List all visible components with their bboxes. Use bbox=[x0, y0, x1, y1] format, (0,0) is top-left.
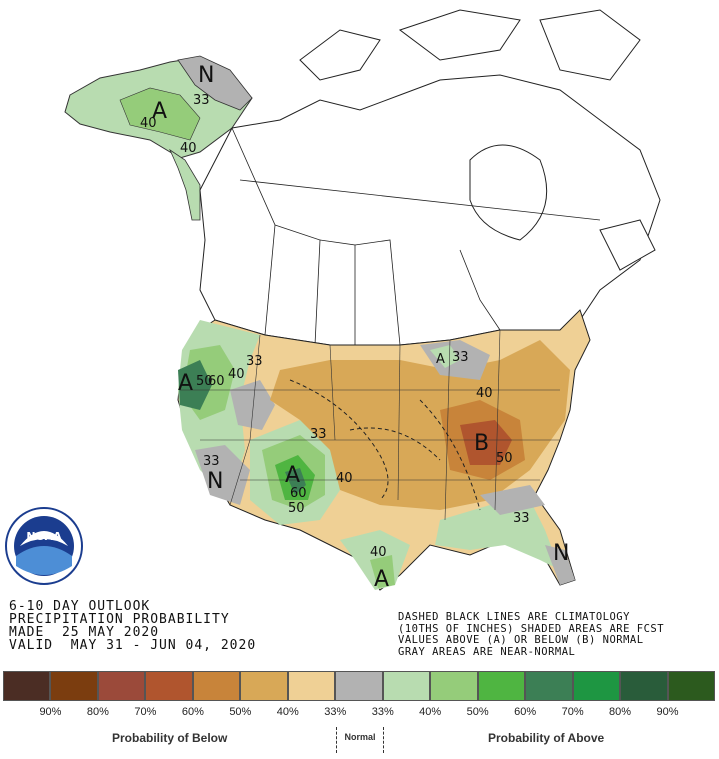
legend-percent: 90% bbox=[656, 706, 679, 718]
conus-region bbox=[177, 309, 591, 591]
legend-swatch bbox=[192, 671, 241, 701]
label-greatlakes-33: 33 bbox=[452, 350, 469, 365]
label-ohio-b: B bbox=[474, 431, 489, 456]
label-nm-50: 50 bbox=[288, 501, 305, 516]
legend-percent: 80% bbox=[86, 706, 109, 718]
label-alaska-a: A bbox=[152, 99, 167, 124]
legend-swatch bbox=[430, 671, 478, 701]
label-ohio-40: 40 bbox=[476, 386, 493, 401]
label-nw-40: 40 bbox=[228, 367, 245, 382]
legend-percent: 60% bbox=[181, 706, 204, 718]
label-alaska-33: 33 bbox=[193, 93, 210, 108]
label-ohio-50: 50 bbox=[496, 451, 513, 466]
label-texas-a: A bbox=[374, 567, 389, 592]
climatology-dashed-lines bbox=[289, 379, 481, 511]
label-se-33: 33 bbox=[513, 511, 530, 526]
label-alaska-40b: 40 bbox=[180, 141, 197, 156]
legend-percent: 70% bbox=[134, 706, 157, 718]
map-notes: DASHED BLACK LINES ARE CLIMATOLOGY (10TH… bbox=[398, 611, 665, 658]
legend-percent: 50% bbox=[466, 706, 489, 718]
legend-swatch bbox=[240, 671, 288, 701]
notes-line-3: VALUES ABOVE (A) OR BELOW (B) NORMAL bbox=[398, 634, 644, 646]
legend-swatch bbox=[287, 671, 336, 701]
legend-percent: 90% bbox=[39, 706, 62, 718]
legend-swatch bbox=[620, 671, 668, 701]
outlook-line-3: MADE 25 MAY 2020 bbox=[9, 625, 160, 640]
label-sw-n: N bbox=[207, 469, 223, 494]
outlook-line-1: 6-10 DAY OUTLOOK bbox=[9, 599, 151, 614]
label-central-40: 40 bbox=[336, 471, 353, 486]
legend-percent: 33% bbox=[324, 706, 347, 718]
alaska-region bbox=[64, 55, 253, 221]
legend-normal-caption: Normal bbox=[336, 727, 384, 753]
label-nw-33: 33 bbox=[246, 354, 263, 369]
legend-swatch bbox=[382, 671, 431, 701]
legend-swatch bbox=[572, 671, 621, 701]
legend-percent: 80% bbox=[609, 706, 632, 718]
legend-swatch bbox=[525, 671, 573, 701]
label-greatlakes-a: A bbox=[436, 352, 445, 367]
legend-swatch bbox=[145, 671, 193, 701]
label-alaska-40a: 40 bbox=[140, 116, 157, 131]
legend-swatch bbox=[477, 671, 526, 701]
legend-swatch bbox=[667, 671, 716, 701]
label-alaska-n: N bbox=[198, 63, 214, 88]
legend-percent: 33% bbox=[371, 706, 394, 718]
province-borders bbox=[231, 127, 601, 346]
outlook-title-block: 6-10 DAY OUTLOOK PRECIPITATION PROBABILI… bbox=[9, 600, 256, 652]
legend-percent: 40% bbox=[419, 706, 442, 718]
legend-swatch bbox=[97, 671, 146, 701]
canada-region bbox=[199, 9, 661, 346]
notes-line-4: GRAY AREAS ARE NEAR-NORMAL bbox=[398, 645, 576, 658]
outlook-line-2: PRECIPITATION PROBABILITY bbox=[9, 612, 230, 627]
notes-line-2: (10THS OF INCHES) SHADED AREAS ARE FCST bbox=[398, 622, 665, 635]
legend-percent: 40% bbox=[276, 706, 299, 718]
state-borders bbox=[180, 329, 560, 521]
precipitation-outlook-map: N A 33 40 40 A 50 60 40 33 N 33 A 60 50 … bbox=[5, 9, 661, 592]
legend-swatch bbox=[335, 671, 383, 701]
legend-swatch bbox=[3, 671, 51, 701]
label-nm-60: 60 bbox=[290, 486, 307, 501]
legend-percent: 50% bbox=[229, 706, 252, 718]
label-nw-50: 50 bbox=[196, 374, 213, 389]
label-florida-n: N bbox=[553, 541, 569, 566]
label-texas-40: 40 bbox=[370, 545, 387, 560]
noaa-logo-text: NOAA bbox=[26, 530, 62, 543]
label-nm-a: A bbox=[285, 463, 300, 488]
legend-above-caption: Probability of Above bbox=[488, 731, 605, 745]
label-central-33: 33 bbox=[310, 427, 327, 442]
legend-color-bar bbox=[3, 671, 716, 701]
noaa-logo: NOAA bbox=[5, 507, 83, 585]
notes-line-1: DASHED BLACK LINES ARE CLIMATOLOGY bbox=[398, 611, 630, 623]
legend-percent: 70% bbox=[561, 706, 584, 718]
outlook-line-4: VALID MAY 31 - JUN 04, 2020 bbox=[9, 638, 257, 653]
label-nw-a: A bbox=[178, 371, 193, 396]
legend-swatch bbox=[50, 671, 98, 701]
legend-below-caption: Probability of Below bbox=[112, 731, 228, 745]
label-nw-60: 60 bbox=[208, 374, 225, 389]
label-sw-33: 33 bbox=[203, 454, 220, 469]
legend-percent: 60% bbox=[514, 706, 537, 718]
legend-percent-row: 90% 80% 70% 60% 50% 40% 33% 33% 40% 50% 60% 70% 80% 9… bbox=[3, 706, 715, 720]
